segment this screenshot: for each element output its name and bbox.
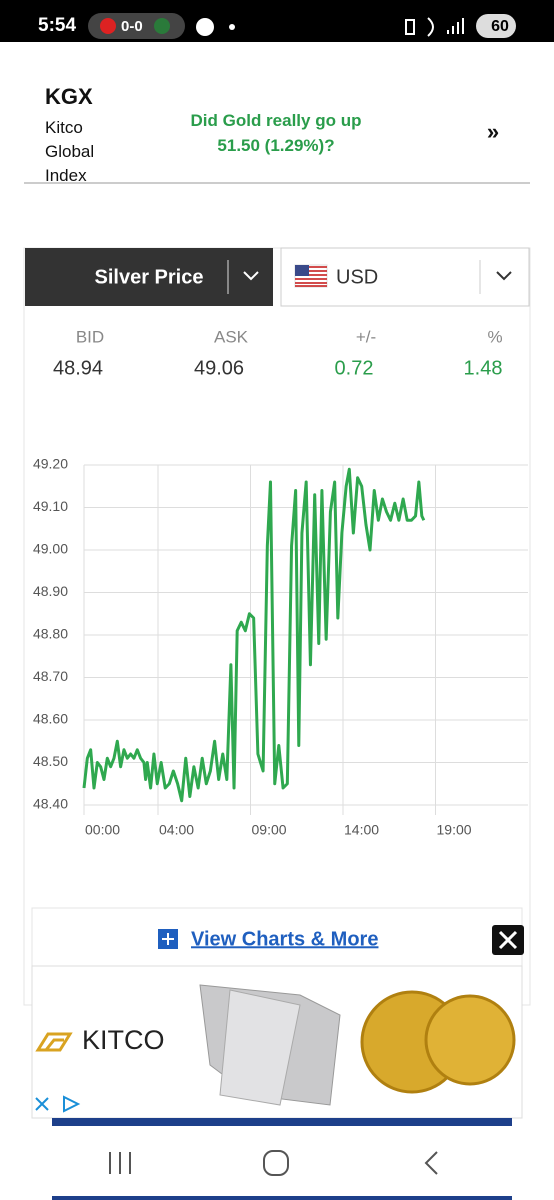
x-tick-label: 00:00 (85, 822, 120, 838)
quote-label: ASK (214, 327, 249, 346)
recent-apps-button[interactable] (109, 1152, 131, 1174)
home-button[interactable] (263, 1150, 289, 1176)
y-tick-label: 49.10 (33, 498, 68, 514)
chart-card (23, 247, 531, 1006)
close-x (498, 930, 518, 950)
plus-sign (162, 933, 174, 945)
quote-label: BID (76, 327, 104, 346)
quote-label: % (487, 327, 502, 346)
y-tick-label: 49.00 (33, 541, 68, 557)
status-bar (0, 0, 554, 42)
team-icon (100, 18, 116, 34)
ad-close-icon[interactable] (35, 1097, 49, 1111)
currency-label: USD (336, 266, 378, 288)
team-icon (154, 18, 170, 34)
quote-label: +/- (356, 327, 376, 346)
metal-select[interactable] (25, 248, 273, 306)
y-tick-label: 48.90 (33, 583, 68, 599)
y-tick-label: 48.40 (33, 796, 68, 812)
plot: 48.40 48.50 48.60 48.70 48.80 48.90 49.00 49.10… (33, 456, 528, 838)
mute-icon (405, 17, 434, 37)
index-name: Kitco Global Index (45, 118, 95, 185)
headline[interactable]: Did Gold really go up 51.50 (1.29%)? (190, 111, 362, 155)
clock: 5:54 (38, 15, 76, 36)
next-arrows[interactable]: » (487, 119, 499, 144)
kitco-logo (35, 1032, 73, 1052)
signal-icon (447, 18, 464, 34)
chevron (243, 271, 259, 281)
y-tick-label: 49.20 (33, 456, 68, 472)
price-line (82, 467, 426, 803)
ad-strip (52, 1118, 512, 1126)
bottom-strip (52, 1196, 512, 1200)
ad-link[interactable]: View Charts & More (191, 928, 378, 950)
dot (229, 24, 235, 30)
messenger-icon (196, 18, 214, 36)
score: 0-0 (121, 18, 143, 35)
metal-label: Silver Price (95, 266, 204, 288)
quote-value: 49.06 (194, 357, 244, 379)
x-tick-label: 09:00 (252, 822, 287, 838)
y-tick-label: 48.70 (33, 668, 68, 684)
y-tick-label: 48.60 (33, 711, 68, 727)
quote-value: 1.48 (464, 357, 503, 379)
symbol: KGX (45, 84, 93, 109)
battery-level: 60 (491, 18, 509, 35)
silver-bar (219, 989, 301, 1106)
quote-value: 48.94 (53, 357, 103, 379)
x-tick-label: 04:00 (159, 822, 194, 838)
y-tick-label: 48.80 (33, 626, 68, 642)
ad-info-icon[interactable] (63, 1095, 81, 1113)
quote-value: 0.72 (335, 357, 374, 379)
ad-brand: KITCO (82, 1025, 165, 1055)
x-tick-label: 19:00 (437, 822, 472, 838)
battery (476, 14, 516, 38)
x-tick-label: 14:00 (344, 822, 379, 838)
ad-banner (31, 907, 523, 967)
gold-coin (424, 994, 516, 1086)
y-tick-label: 48.50 (33, 753, 68, 769)
us-flag (294, 264, 328, 288)
chevron (496, 271, 512, 281)
back-button[interactable] (424, 1151, 438, 1175)
